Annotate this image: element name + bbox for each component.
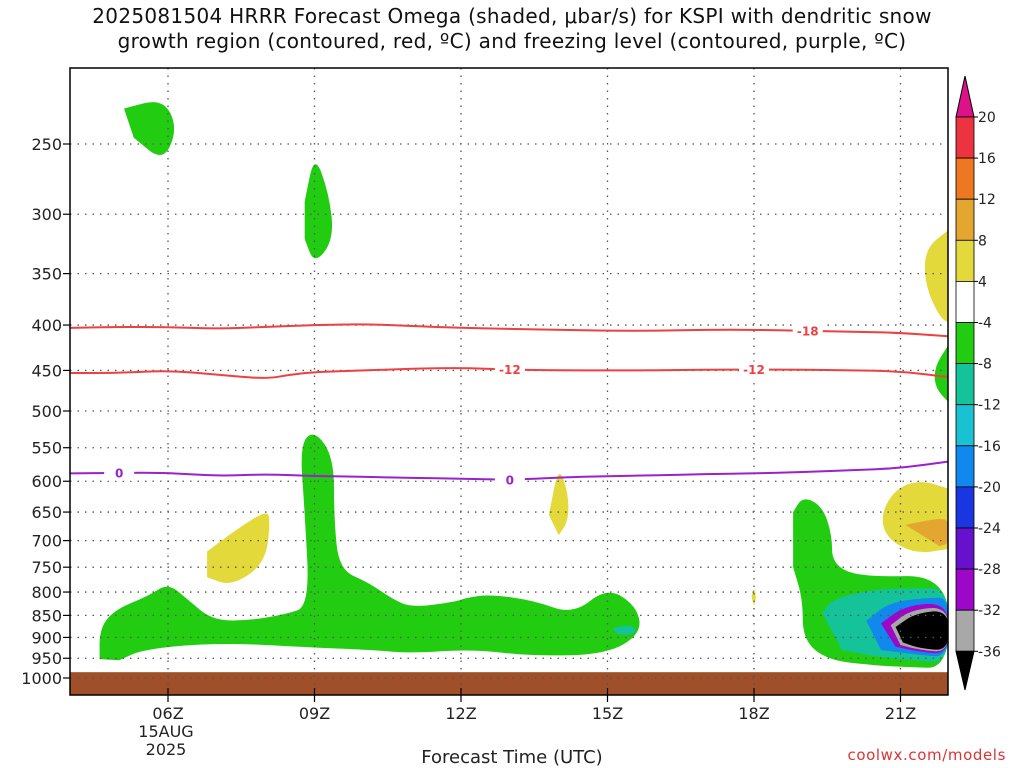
contour-label-bg (494, 471, 525, 488)
contour-label--18-0: -18 (797, 324, 819, 338)
y-tick-label-450: 450 (31, 361, 62, 380)
colorbar-label--32: -32 (978, 603, 1001, 619)
omega-region-10 (895, 611, 948, 650)
colorbar-label-12: 12 (978, 192, 996, 208)
credit-text: coolwx.com/models (847, 746, 1006, 764)
contour-label--12-0: -12 (499, 363, 521, 377)
contour-line-0 (70, 460, 948, 481)
contour-label--12-1: -12 (743, 363, 765, 377)
colorbar-bin--32--28 (955, 568, 975, 611)
colorbar-over-arrow (955, 75, 975, 118)
colorbar-bin-16-20 (955, 116, 975, 159)
y-tick-label-550: 550 (31, 439, 62, 458)
omega-region-14 (207, 513, 270, 584)
x-date-label-1: 2025 (146, 740, 187, 759)
x-date-label-0: 15AUG (138, 722, 193, 741)
contour-line--12 (70, 367, 948, 379)
colorbar-bin-4-8 (955, 239, 975, 282)
colorbar-label--20: -20 (978, 480, 1001, 496)
plot-frame (69, 67, 949, 696)
colorbar-bin-12-16 (955, 157, 975, 200)
colorbar-bin--20--16 (955, 445, 975, 488)
colorbar: 20 16 12 8 4 -4 -8 -12 -16 -20 -24 -28 -32 -36 (955, 75, 1001, 691)
omega-region-16 (905, 518, 948, 547)
x-tick-label-12Z: 12Z (445, 704, 476, 723)
y-tick-label-650: 650 (31, 503, 62, 522)
y-tick-label-500: 500 (31, 402, 62, 421)
colorbar-bin--28--24 (955, 527, 975, 570)
x-tick-label-21Z: 21Z (885, 704, 916, 723)
colorbar-label-8: 8 (978, 233, 987, 249)
colorbar-label--16: -16 (978, 439, 1001, 455)
colorbar-bin--24--20 (955, 486, 975, 529)
colorbar-bin--16--12 (955, 404, 975, 447)
contour-label-bg (494, 361, 525, 378)
y-tick-label-900: 900 (31, 628, 62, 647)
colorbar-label--28: -28 (978, 562, 1001, 578)
y-tick-label-850: 850 (31, 606, 62, 625)
omega-region-4 (934, 345, 948, 402)
colorbar-under-arrow (955, 650, 975, 691)
surface-terrain (70, 672, 948, 695)
y-tick-label-400: 400 (31, 316, 62, 335)
colorbar-bin--8--4 (955, 322, 975, 364)
omega-region-1 (304, 164, 333, 259)
contour-label-0-0: 0 (115, 466, 123, 480)
y-tick-label-600: 600 (31, 472, 62, 491)
y-tick-label-750: 750 (31, 558, 62, 577)
y-tick-label-350: 350 (31, 265, 62, 284)
colorbar-label--36: -36 (978, 644, 1001, 660)
contour-label-0-1: 0 (506, 473, 514, 487)
contour-label-bg (792, 322, 823, 339)
colorbar-label--12: -12 (978, 398, 1001, 414)
colorbar-label-20: 20 (978, 110, 996, 126)
colorbar-label-4: 4 (978, 274, 987, 290)
y-tick-label-700: 700 (31, 532, 62, 551)
colorbar-label--24: -24 (978, 521, 1001, 537)
chart-title-line1: 2025081504 HRRR Forecast Omega (shaded, … (92, 4, 932, 28)
contour-label-bg (739, 361, 769, 378)
x-tick-label-15Z: 15Z (592, 704, 623, 723)
colorbar-label--8: -8 (978, 357, 992, 373)
x-axis-label: Forecast Time (UTC) (421, 747, 603, 768)
x-tick-label-09Z: 09Z (299, 704, 330, 723)
axes: 250 300 350 400 450 500 550 600 650 700 750 800 850 9… (21, 67, 949, 759)
omega-region-0 (124, 102, 175, 156)
y-tick-label-1000: 1000 (21, 669, 62, 688)
colorbar-label-16: 16 (978, 151, 996, 167)
contour-lines: -18 -12 -12 0 0 (70, 322, 948, 488)
x-tick-label-18Z: 18Z (738, 704, 769, 723)
omega-region-11 (924, 230, 948, 323)
y-tick-label-250: 250 (31, 135, 62, 154)
colorbar-label--4: -4 (978, 316, 992, 332)
chart-title-line2: growth region (contoured, red, ºC) and f… (117, 29, 907, 53)
y-tick-label-800: 800 (31, 583, 62, 602)
colorbar-bin--4-4 (955, 280, 975, 323)
plot-area (70, 102, 948, 695)
x-tick-label-06Z: 06Z (152, 704, 183, 723)
y-tick-label-300: 300 (31, 205, 62, 224)
colorbar-bin--36--32 (955, 609, 975, 652)
omega-region-2 (99, 434, 640, 661)
y-tick-label-950: 950 (31, 649, 62, 668)
colorbar-bin-8-12 (955, 198, 975, 241)
omega-region-13 (751, 589, 756, 607)
colorbar-bin--12--8 (955, 363, 975, 406)
contour-line--18 (70, 323, 948, 338)
omega-region-5 (612, 625, 636, 635)
contour-label-bg (104, 464, 135, 481)
omega-region-12 (548, 473, 569, 536)
chart-title: 2025081504 HRRR Forecast Omega (shaded, … (0, 4, 1024, 54)
